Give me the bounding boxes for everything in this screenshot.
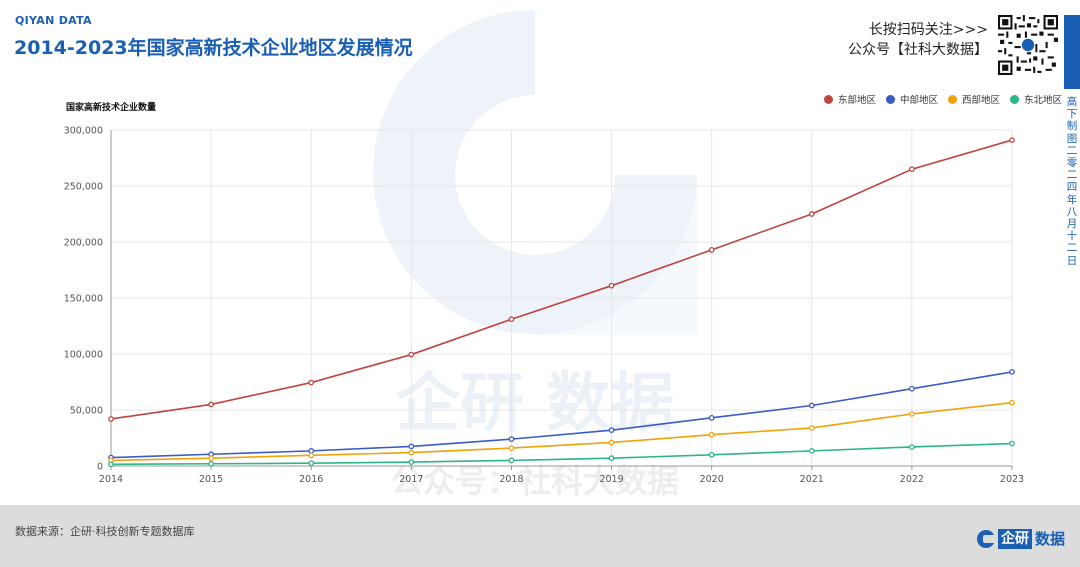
series-line-2	[110, 401, 1013, 462]
y-axis-label: 国家高新技术企业数量	[66, 103, 157, 113]
legend-marker	[1009, 94, 1019, 104]
legend-marker	[823, 94, 833, 104]
data-point	[808, 211, 815, 217]
data-point	[308, 460, 315, 467]
data-point	[308, 448, 315, 454]
data-point	[308, 379, 315, 386]
data-point	[208, 401, 214, 408]
x-tick-label: 2022	[900, 474, 924, 485]
legend-item[interactable]: 东北地区	[1009, 92, 1062, 106]
data-point	[408, 449, 415, 456]
data-point	[909, 166, 915, 173]
data-point	[1009, 369, 1015, 375]
logo-text: 数据	[1034, 530, 1065, 548]
side-accent-bar	[1064, 15, 1080, 89]
y-tick-label: 300,000	[64, 126, 103, 137]
x-tick-label: 2017	[399, 474, 423, 485]
data-point	[508, 457, 515, 464]
x-tick-label: 2023	[1000, 474, 1024, 485]
data-point	[508, 436, 515, 442]
data-point	[909, 411, 915, 417]
data-point	[108, 416, 114, 422]
follow-line-1: 长按扫码关注>>>	[868, 22, 988, 38]
data-point	[408, 459, 415, 465]
follow-line-2: 公众号【社科大数据】	[848, 42, 988, 58]
legend-item[interactable]: 东部地区	[823, 92, 876, 106]
data-point	[108, 461, 114, 468]
legend-item[interactable]: 西部地区	[947, 92, 1000, 106]
qr-code-icon[interactable]	[998, 15, 1058, 75]
legend-label: 东北地区	[1023, 95, 1062, 106]
footer: 数据来源：企研·科技创新专题数据库 企研 数据	[0, 505, 1080, 567]
data-point	[408, 443, 415, 450]
data-point	[808, 448, 815, 454]
legend-label: 中部地区	[899, 95, 938, 106]
footer-logo: 企研 数据	[976, 529, 1065, 549]
data-point	[808, 425, 815, 431]
data-point	[708, 414, 715, 421]
logo-box-text: 企研	[997, 529, 1032, 549]
x-tick-label: 2015	[199, 474, 223, 485]
legend-marker	[885, 94, 895, 104]
series-line-0	[110, 139, 1013, 420]
follow-prompt: 长按扫码关注>>> 公众号【社科大数据】	[848, 20, 988, 60]
y-tick-label: 250,000	[64, 182, 103, 193]
y-tick-label: 150,000	[64, 294, 103, 305]
series-line-3	[110, 442, 1013, 466]
data-point	[308, 452, 315, 459]
data-point	[408, 351, 415, 358]
side-date-text: 高下制图 二零二四年八月十二日	[1066, 96, 1078, 267]
legend-marker	[947, 94, 957, 104]
x-tick-label: 2018	[499, 474, 523, 485]
x-tick-label: 2019	[599, 474, 623, 485]
x-tick-label: 2020	[700, 474, 724, 485]
x-tick-label: 2021	[800, 474, 824, 485]
data-point	[708, 431, 715, 438]
data-point	[208, 455, 214, 462]
line-chart: 0 50,000 100,000 150,000 200,000 250,000 300,0…	[64, 126, 1024, 486]
x-tick-label: 2016	[299, 474, 323, 485]
page-title: 2014-2023年国家高新技术企业地区发展情况	[14, 37, 413, 59]
data-point	[808, 402, 815, 409]
data-point	[608, 427, 615, 434]
legend-label: 西部地区	[961, 95, 1000, 106]
y-tick-label: 200,000	[64, 238, 103, 249]
data-point	[909, 385, 915, 392]
brand-label: QIYAN DATA	[15, 14, 92, 27]
legend-label: 东部地区	[837, 95, 876, 106]
data-source: 数据来源：企研·科技创新专题数据库	[15, 525, 195, 538]
data-point	[708, 451, 715, 458]
y-tick-label: 100,000	[64, 350, 103, 361]
logo-mark-icon	[976, 530, 995, 548]
y-tick-label: 0	[97, 462, 103, 473]
chart-legend: 东部地区 中部地区 西部地区 东北地区	[823, 92, 1062, 106]
data-point	[608, 282, 615, 289]
data-point	[1009, 399, 1015, 406]
y-tick-label: 50,000	[70, 406, 103, 417]
data-point	[608, 439, 615, 446]
data-point	[1009, 440, 1015, 447]
data-point	[909, 444, 915, 450]
series-line-1	[110, 371, 1013, 459]
data-point	[1009, 137, 1015, 143]
data-point	[608, 455, 615, 462]
data-point	[708, 246, 715, 253]
x-tick-label: 2014	[99, 474, 123, 485]
data-point	[508, 445, 515, 451]
data-point	[508, 316, 515, 323]
data-point	[208, 460, 214, 467]
legend-item[interactable]: 中部地区	[885, 92, 938, 106]
